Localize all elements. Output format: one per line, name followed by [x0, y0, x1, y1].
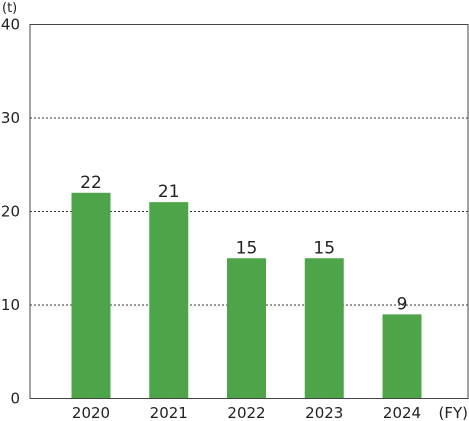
data-label-2023: 15: [313, 238, 335, 258]
data-label-2021: 21: [158, 182, 180, 202]
y-tick-label: 10: [1, 296, 20, 314]
data-labels: 22 21 15 15 9: [80, 173, 407, 315]
y-tick-label: 30: [1, 109, 20, 127]
data-label-2024: 9: [397, 294, 408, 314]
data-label-2022: 15: [236, 238, 258, 258]
x-tick-label: 2020: [72, 404, 110, 421]
y-tick-labels: 0 10 20 30 40: [1, 16, 20, 408]
bars: [71, 192, 422, 399]
bar-2020: [71, 192, 111, 399]
y-tick-label: 20: [1, 203, 20, 221]
x-tick-labels: 2020 2021 2022 2023 2024: [72, 404, 421, 421]
bar-2023: [304, 258, 344, 399]
x-axis-unit: (FY): [439, 404, 469, 421]
x-tick-label: 2021: [150, 404, 188, 421]
bar-2022: [227, 258, 266, 399]
y-tick-label: 40: [1, 16, 20, 34]
plot-frame: [29, 24, 469, 399]
bar-2024: [382, 314, 422, 399]
y-tick-label: 0: [10, 390, 20, 408]
bar-2021: [149, 202, 189, 399]
x-tick-label: 2024: [383, 404, 421, 421]
data-label-2020: 22: [80, 173, 102, 193]
x-tick-label: 2023: [305, 404, 343, 421]
x-tick-label: 2022: [227, 404, 265, 421]
y-axis-unit: (t): [2, 1, 17, 16]
